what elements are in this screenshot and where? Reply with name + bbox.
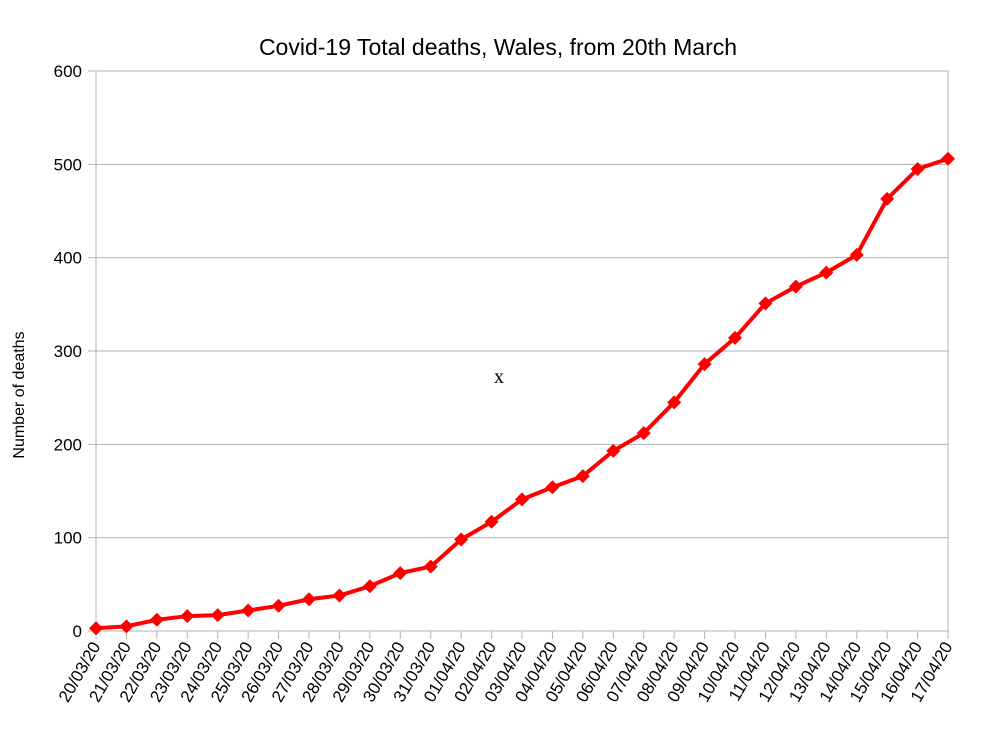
- data-point: [819, 265, 834, 280]
- series-line: [95, 156, 949, 631]
- data-point: [758, 296, 773, 311]
- data-point: [149, 612, 164, 627]
- data-point: [606, 443, 621, 458]
- y-tick-label: 500: [54, 155, 82, 174]
- data-point: [788, 279, 803, 294]
- y-axis: 0 100 200 300 400 500 600: [54, 62, 96, 641]
- data-point: [454, 532, 469, 547]
- data-point: [697, 357, 712, 372]
- data-point: [180, 609, 195, 624]
- data-point: [941, 151, 955, 166]
- data-point: [271, 598, 286, 613]
- data-point: [667, 395, 682, 410]
- data-point: [880, 191, 895, 206]
- data-point: [241, 603, 256, 618]
- data-point: [575, 469, 590, 484]
- data-point: [393, 566, 408, 581]
- data-point: [302, 592, 316, 607]
- series-line-group: [89, 151, 955, 636]
- gridlines: [96, 163, 948, 539]
- data-point: [545, 480, 560, 495]
- data-point: [636, 426, 651, 441]
- data-point: [332, 588, 347, 603]
- data-point: [210, 608, 225, 623]
- y-axis-title: Number of deaths: [11, 331, 28, 458]
- y-tick-label: 200: [54, 435, 82, 454]
- y-tick-label: 600: [54, 62, 82, 81]
- data-point: [89, 621, 103, 636]
- y-tick-label: 300: [54, 342, 82, 361]
- annotation-text: x: [494, 366, 504, 388]
- data-point: [515, 492, 529, 507]
- chart-title: Covid-19 Total deaths, Wales, from 20th …: [259, 34, 737, 60]
- data-point: [849, 247, 864, 262]
- data-point: [119, 619, 134, 634]
- data-point: [362, 579, 377, 594]
- y-tick-label: 400: [54, 249, 82, 268]
- data-point: [484, 514, 499, 529]
- data-point: [728, 330, 742, 345]
- x-axis: 20/03/2021/03/2022/03/2023/03/2024/03/20…: [55, 631, 956, 705]
- data-point: [910, 162, 925, 176]
- y-tick-label: 0: [73, 622, 82, 641]
- y-tick-label: 100: [54, 529, 82, 548]
- data-point: [423, 559, 438, 574]
